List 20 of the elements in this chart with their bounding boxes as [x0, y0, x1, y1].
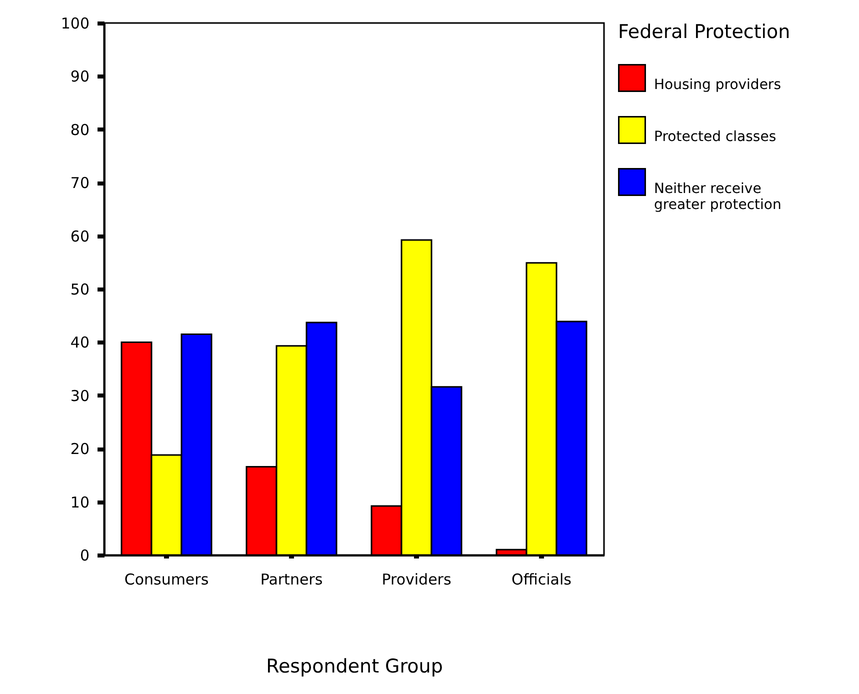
legend-title: Federal Protection	[618, 21, 790, 43]
x-tick-label: Officials	[512, 570, 572, 588]
y-tick-label: 60	[70, 227, 90, 246]
x-axis-title: Respondent Group	[266, 656, 443, 678]
y-tick-label: 0	[80, 546, 90, 564]
y-tick-label: 50	[70, 280, 90, 298]
y-tick-label: 70	[70, 174, 90, 192]
y-tick-label: 80	[70, 120, 90, 139]
y-tick-label: 10	[70, 493, 90, 512]
y-tick-label: 20	[70, 440, 90, 458]
x-tick-label: Consumers	[124, 570, 209, 588]
legend-label: Neither receive greater protection	[654, 181, 782, 213]
y-tick-label: 100	[60, 14, 90, 32]
legend-label: Protected classes	[654, 129, 776, 145]
y-tick-label: 90	[70, 68, 90, 86]
legend-label: Housing providers	[654, 77, 781, 93]
x-tick-label: Providers	[382, 570, 452, 588]
y-tick-label: 30	[70, 386, 90, 405]
x-tick-label: Partners	[260, 570, 323, 588]
y-tick-label: 40	[70, 334, 90, 352]
